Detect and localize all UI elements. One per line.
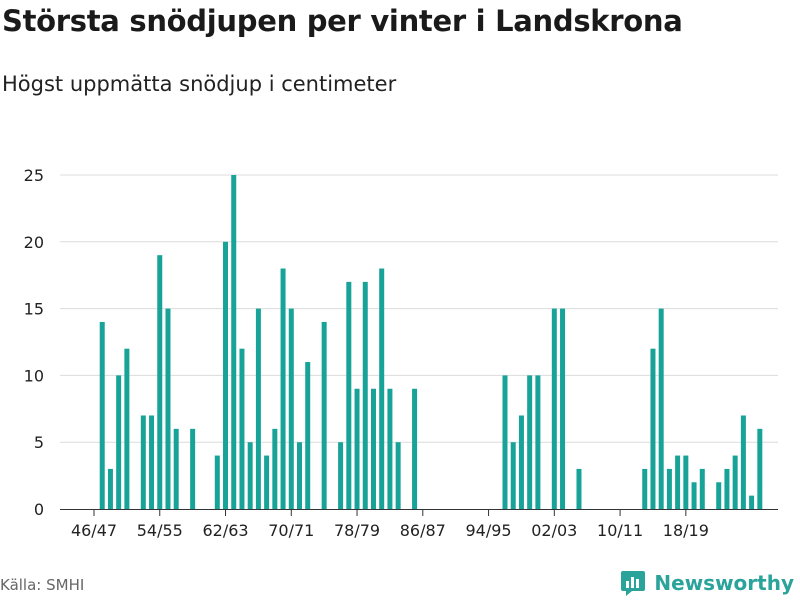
bar (231, 175, 237, 509)
bar (239, 348, 245, 509)
bar (716, 482, 722, 509)
bar (362, 281, 368, 509)
chart-subtitle: Högst uppmätta snödjup i centimeter (2, 72, 397, 96)
bar (124, 348, 130, 509)
bar (740, 415, 746, 509)
bar (379, 268, 385, 509)
bar (576, 468, 582, 509)
x-tick-label: 10/11 (597, 521, 643, 540)
bar (346, 281, 352, 509)
bar (157, 255, 163, 509)
source-note: Källa: SMHI (0, 576, 85, 594)
bar (691, 482, 697, 509)
x-tick-label: 94/95 (466, 521, 512, 540)
x-tick-label: 54/55 (137, 521, 183, 540)
bar (683, 455, 689, 509)
y-tick-label: 10 (24, 366, 44, 385)
bar (650, 348, 656, 509)
bar (749, 495, 755, 509)
bar (354, 388, 360, 509)
bar (412, 388, 418, 509)
bar (297, 442, 302, 509)
bar (699, 468, 705, 509)
y-axis: 0 5 10 15 20 25 (24, 166, 44, 519)
x-tick-label: 62/63 (202, 521, 248, 540)
y-tick-label: 20 (24, 233, 44, 252)
x-axis-labels: 46/47 54/55 62/63 70/71 78/79 86/87 94/95 02/03… (71, 521, 709, 540)
bar (305, 362, 311, 509)
x-tick-label: 86/87 (400, 521, 446, 540)
bar (190, 428, 196, 509)
newsworthy-logo-icon (621, 571, 646, 596)
bar (149, 415, 155, 509)
bar (395, 442, 401, 509)
bar (140, 415, 146, 509)
x-tick-label: 78/79 (334, 521, 380, 540)
bar (223, 241, 229, 510)
bar (732, 455, 738, 509)
bar (560, 308, 566, 509)
y-tick-label: 15 (24, 300, 44, 319)
bar (387, 388, 393, 509)
bar-series (99, 175, 763, 510)
grid-lines (60, 174, 778, 443)
bar (502, 375, 508, 509)
bar (173, 428, 179, 509)
bar (247, 442, 253, 509)
bar (642, 468, 648, 509)
bar (518, 415, 524, 509)
x-tick-label: 70/71 (268, 521, 314, 540)
bar (757, 428, 763, 509)
bar (666, 468, 672, 509)
bar (724, 468, 730, 509)
bar (255, 308, 261, 509)
brand-logo: Newsworthy (620, 569, 794, 597)
bar (288, 308, 294, 509)
x-tick-label: 18/19 (663, 521, 709, 540)
bar (214, 455, 220, 509)
bar (99, 321, 105, 509)
y-tick-label: 0 (34, 500, 44, 519)
bar (510, 442, 516, 509)
bar (527, 375, 533, 509)
x-tick-label: 02/03 (531, 521, 577, 540)
brand-name: Newsworthy (654, 571, 794, 595)
bar (658, 308, 664, 509)
bar (338, 442, 344, 509)
bar (321, 321, 327, 509)
y-tick-label: 5 (34, 433, 44, 452)
bar (116, 375, 122, 509)
bar (280, 268, 286, 509)
bar (675, 455, 681, 509)
bar (535, 375, 541, 509)
x-tick-label: 46/47 (71, 521, 117, 540)
bar (107, 468, 113, 509)
x-axis (60, 509, 778, 516)
bar (165, 308, 171, 509)
bar (272, 428, 278, 509)
bar (551, 308, 557, 509)
bar (370, 388, 376, 509)
y-tick-label: 25 (24, 166, 44, 185)
chart-title: Största snödjupen per vinter i Landskron… (2, 4, 683, 38)
bar (264, 455, 270, 509)
